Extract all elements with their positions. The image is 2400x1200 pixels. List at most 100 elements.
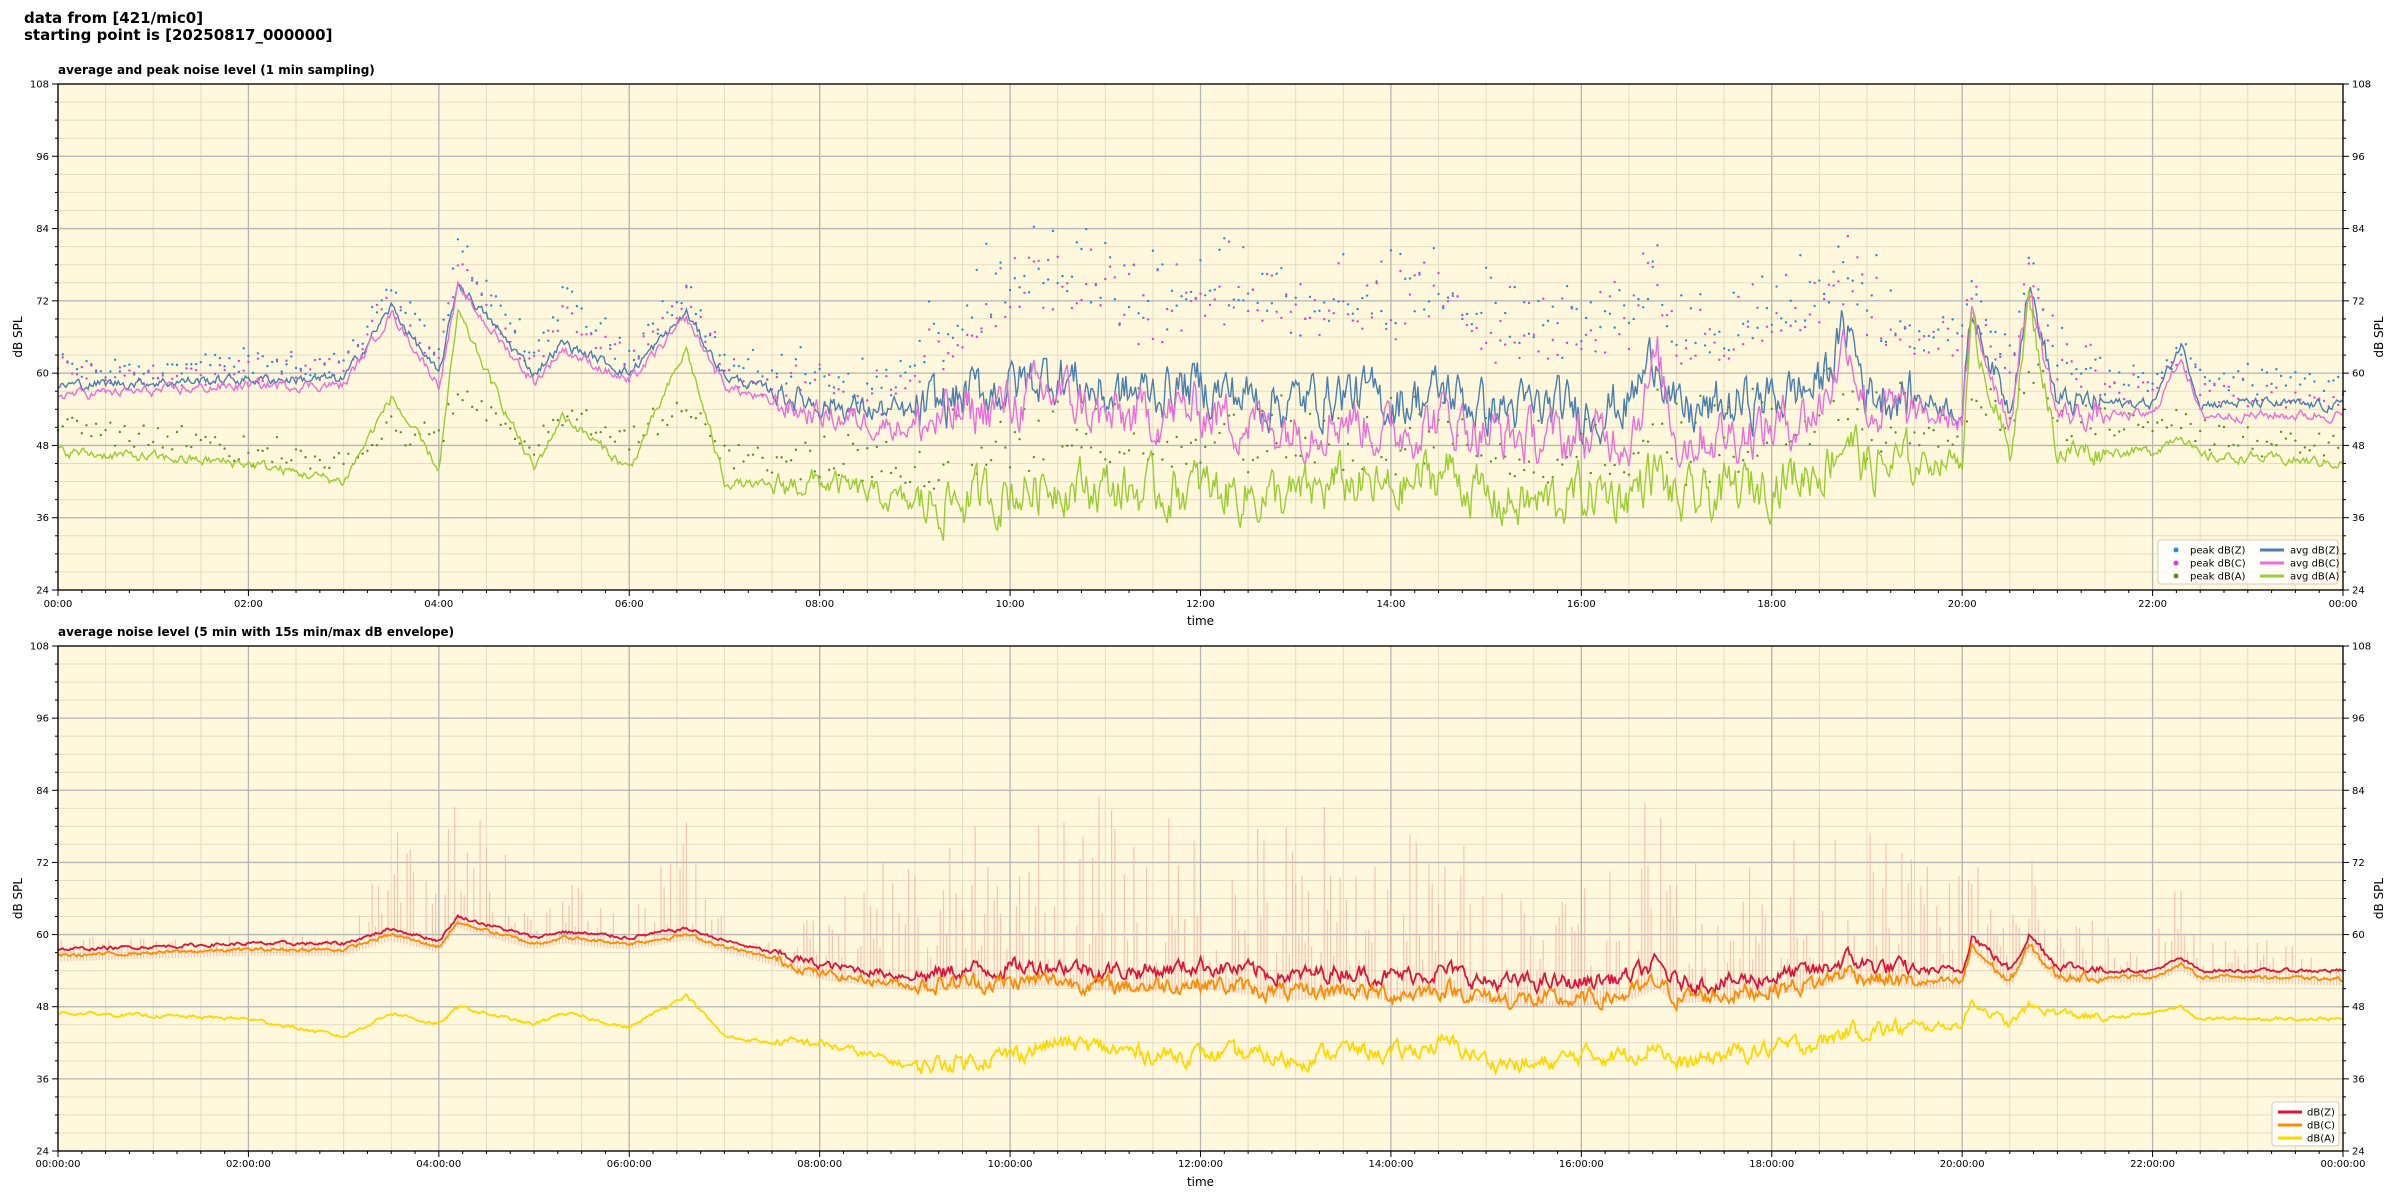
scatter-point bbox=[1870, 438, 1873, 442]
scatter-point bbox=[1613, 463, 1616, 467]
legend-entry: dB(Z) bbox=[2307, 1108, 2335, 1119]
scatter-point bbox=[2108, 428, 2111, 431]
scatter-point bbox=[1803, 319, 1807, 322]
scatter-point bbox=[1161, 263, 1164, 266]
scatter-point bbox=[656, 332, 660, 335]
y-tick-label-right: 108 bbox=[2352, 80, 2371, 91]
scatter-point bbox=[1270, 274, 1274, 277]
scatter-point bbox=[370, 319, 374, 323]
scatter-point bbox=[1503, 343, 1507, 346]
scatter-point bbox=[1613, 326, 1616, 329]
scatter-point bbox=[1165, 307, 1169, 311]
scatter-point bbox=[2113, 434, 2116, 437]
scatter-point bbox=[1118, 322, 1121, 325]
scatter-point bbox=[1432, 446, 1435, 449]
y-axis-label-right: dB SPL bbox=[2372, 316, 2386, 358]
scatter-point bbox=[1423, 261, 1426, 264]
scatter-point bbox=[561, 305, 564, 308]
scatter-point bbox=[1608, 312, 1612, 315]
scatter-point bbox=[918, 339, 921, 343]
scatter-point bbox=[404, 311, 407, 315]
scatter-point bbox=[137, 365, 141, 368]
scatter-point bbox=[1537, 419, 1540, 423]
scatter-point bbox=[509, 322, 512, 325]
scatter-point bbox=[561, 423, 564, 427]
x-tick-label: 08:00 bbox=[805, 599, 834, 610]
scatter-point bbox=[637, 355, 640, 358]
scatter-point bbox=[290, 350, 293, 354]
scatter-point bbox=[1051, 410, 1055, 413]
scatter-point bbox=[1070, 306, 1074, 310]
scatter-point bbox=[485, 419, 488, 422]
scatter-point bbox=[1670, 340, 1673, 343]
scatter-point bbox=[1080, 446, 1083, 449]
scatter-point bbox=[2051, 344, 2054, 348]
scatter-point bbox=[218, 356, 222, 360]
scatter-point bbox=[1632, 452, 1635, 455]
scatter-point bbox=[970, 463, 974, 467]
scatter-point bbox=[413, 312, 417, 316]
scatter-point bbox=[1989, 388, 1992, 391]
scatter-point bbox=[1018, 286, 1021, 289]
scatter-point bbox=[1832, 399, 1835, 403]
scatter-point bbox=[1970, 280, 1973, 283]
scatter-point bbox=[1599, 325, 1602, 329]
scatter-point bbox=[961, 346, 964, 349]
scatter-point bbox=[1523, 468, 1526, 472]
scatter-point bbox=[2079, 372, 2083, 375]
scatter-point bbox=[2160, 371, 2164, 374]
scatter-point bbox=[1642, 306, 1645, 309]
scatter-point bbox=[290, 355, 293, 358]
scatter-point bbox=[937, 479, 940, 482]
scatter-point bbox=[1185, 298, 1188, 301]
scatter-point bbox=[109, 370, 112, 373]
scatter-point bbox=[1908, 345, 1912, 348]
scatter-point bbox=[989, 313, 993, 316]
scatter-point bbox=[1066, 289, 1069, 293]
scatter-point bbox=[1204, 314, 1207, 317]
chart-title: average noise level (5 min with 15s min/… bbox=[58, 625, 454, 639]
y-tick-label-right: 60 bbox=[2352, 369, 2365, 380]
scatter-point bbox=[1751, 336, 1754, 340]
scatter-point bbox=[1403, 322, 1407, 325]
scatter-point bbox=[304, 372, 307, 376]
scatter-point bbox=[2270, 391, 2273, 394]
scatter-point bbox=[1437, 292, 1440, 296]
scatter-point bbox=[1451, 294, 1455, 298]
scatter-point bbox=[2018, 310, 2021, 313]
scatter-point bbox=[2079, 385, 2083, 388]
scatter-point bbox=[1004, 301, 1007, 304]
scatter-point bbox=[937, 331, 940, 335]
scatter-point bbox=[2337, 375, 2340, 379]
scatter-point bbox=[1265, 272, 1269, 276]
scatter-point bbox=[518, 318, 521, 321]
scatter-point bbox=[1665, 451, 1669, 454]
scatter-point bbox=[1099, 296, 1102, 300]
scatter-point bbox=[2132, 373, 2135, 376]
scatter-point bbox=[399, 430, 402, 434]
scatter-point bbox=[651, 322, 655, 325]
scatter-point bbox=[2022, 283, 2026, 286]
scatter-point bbox=[1175, 304, 1178, 307]
scatter-point bbox=[1123, 264, 1126, 267]
scatter-point bbox=[1246, 471, 1250, 474]
scatter-point bbox=[1280, 394, 1283, 397]
scatter-point bbox=[1989, 330, 1992, 333]
scatter-point bbox=[1480, 311, 1483, 315]
scatter-point bbox=[999, 261, 1002, 264]
scatter-point bbox=[737, 443, 740, 447]
scatter-point bbox=[1323, 317, 1326, 321]
y-tick-label-right: 24 bbox=[2352, 1147, 2365, 1158]
scatter-point bbox=[1646, 440, 1650, 443]
page-header: data from [421/mic0] starting point is [… bbox=[24, 10, 332, 44]
scatter-point bbox=[2075, 377, 2078, 381]
scatter-point bbox=[1261, 409, 1264, 413]
scatter-point bbox=[1075, 302, 1078, 305]
scatter-point bbox=[1104, 458, 1107, 461]
y-tick-label-left: 72 bbox=[36, 858, 49, 869]
scatter-point bbox=[2013, 352, 2016, 355]
scatter-point bbox=[318, 458, 322, 462]
scatter-point bbox=[1242, 299, 1245, 302]
scatter-point bbox=[113, 358, 117, 362]
scatter-point bbox=[1889, 328, 1892, 331]
